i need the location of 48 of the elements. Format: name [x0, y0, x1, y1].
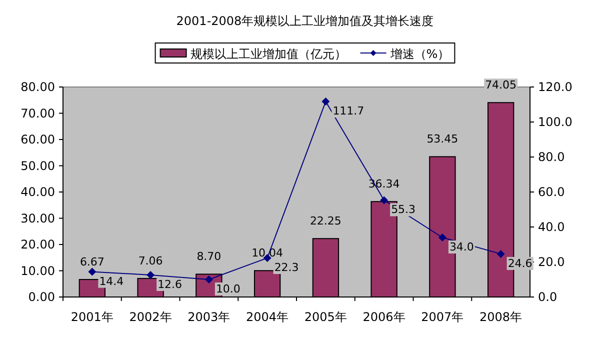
y-tick-label: 50.00: [20, 158, 55, 173]
y-tick-label: 30.00: [20, 211, 55, 226]
y2-tick-label: 0.0: [538, 290, 558, 304]
data-label: 24.6: [508, 256, 532, 270]
data-label: 14.4: [99, 274, 124, 288]
data-label: 12.6: [158, 278, 182, 291]
y-tick-label: 80.00: [20, 80, 55, 94]
data-label: 8.70: [196, 250, 222, 264]
data-label: 7.06: [138, 254, 163, 268]
point: [496, 250, 505, 258]
point: [204, 276, 213, 284]
point: [380, 196, 388, 204]
data-label: 74.05: [485, 78, 517, 92]
x-tick-label: 2004年: [246, 310, 289, 324]
point: [438, 234, 446, 242]
y-tick-label: 10.00: [20, 264, 55, 278]
y2-tick-label: 20.0: [538, 255, 565, 269]
data-label: 55.3: [391, 203, 416, 216]
y2-tick-label: 80.0: [538, 150, 565, 164]
y2-tick-label: 40.0: [538, 220, 565, 234]
data-label: 22.25: [310, 214, 342, 228]
legend-label: 规模以上工业增加值（亿元）: [190, 47, 346, 61]
x-tick-label: 2007年: [421, 310, 464, 324]
x-tick-label: 2001年: [70, 310, 114, 324]
x-tick-label: 2008年: [480, 310, 522, 324]
y-tick-label: 20.00: [20, 238, 55, 252]
title: 2001-2008年规模以上工业增加值及其增长速度: [176, 14, 434, 28]
point: [146, 270, 155, 279]
y2-tick-label: 120.0: [538, 80, 572, 94]
legend-label: 增速（%）: [389, 47, 450, 61]
data-label: 22.3: [274, 260, 299, 274]
x-tick-label: 2002年: [129, 310, 172, 324]
data-label: 34.0: [449, 240, 474, 254]
point: [322, 98, 330, 106]
data-label: 111.7: [332, 104, 364, 118]
y2-tick-label: 60.0: [538, 185, 565, 199]
y-tick-label: 40.00: [20, 185, 55, 199]
y2-tick-label: 100.0: [538, 115, 572, 129]
data-label: 53.45: [426, 132, 458, 146]
x-tick-label: 2005年: [304, 310, 347, 324]
data-label: 10.0: [216, 282, 240, 296]
x-tick-label: 2003年: [188, 310, 230, 324]
x-tick-label: 2006年: [362, 310, 406, 324]
y-tick-label: 0.00: [28, 290, 55, 304]
point: [88, 268, 96, 276]
data-label: 6.67: [80, 255, 104, 268]
y-tick-label: 60.00: [20, 132, 55, 146]
y-tick-label: 70.00: [20, 106, 55, 120]
